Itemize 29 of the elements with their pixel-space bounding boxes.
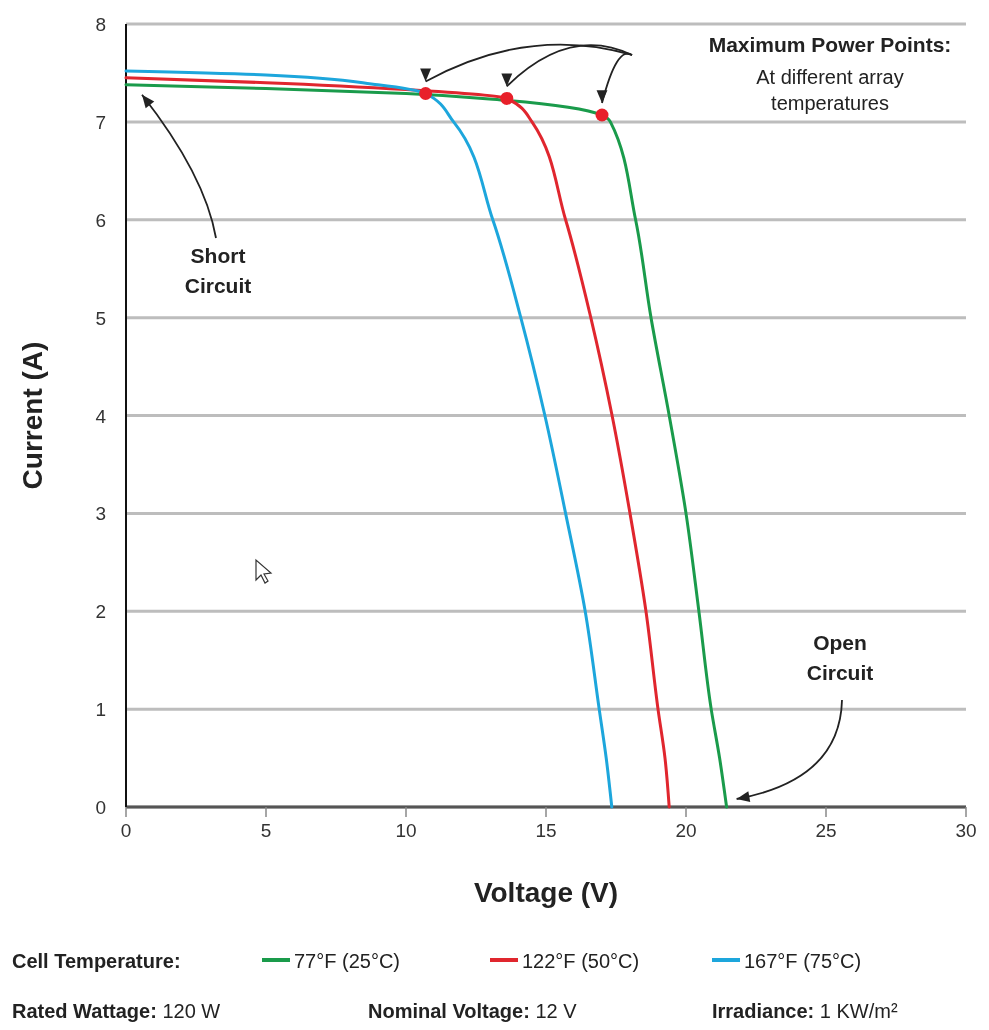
legend-label: 122°F (50°C) xyxy=(522,950,640,972)
x-tick-label: 0 xyxy=(120,820,132,841)
y-tick-label: 4 xyxy=(95,405,107,427)
y-tick-label: 6 xyxy=(95,209,106,231)
y-tick-label: 2 xyxy=(95,601,106,623)
y-axis-title: Current (A) xyxy=(17,341,48,490)
y-tick-label: 3 xyxy=(95,503,106,525)
x-tick-label: 15 xyxy=(535,820,557,841)
text: Nominal Voltage: 12 V xyxy=(368,1000,578,1022)
x-axis-title: Voltage (V) xyxy=(473,877,619,908)
annotation: Maximum Power Points: xyxy=(708,33,952,56)
x-tick-label: 25 xyxy=(815,820,837,841)
legend-label: 77°F (25°C) xyxy=(294,950,401,972)
annotation: Open Circuit xyxy=(806,631,874,684)
text: Rated Wattage: 120 W xyxy=(12,1000,221,1022)
x-tick-label: 10 xyxy=(395,820,417,841)
x-tick-label: 30 xyxy=(955,820,977,841)
legend-label: 167°F (75°C) xyxy=(744,950,862,972)
x-tick-label: 20 xyxy=(675,820,697,841)
y-tick-label: 1 xyxy=(95,699,106,721)
y-tick-label: 0 xyxy=(95,797,106,818)
annotation: At different array temperatures xyxy=(756,66,904,114)
annotation: Short Circuit xyxy=(184,244,252,297)
text: Irradiance: 1 KW/m² xyxy=(712,1000,898,1022)
legend-title: Cell Temperature: xyxy=(12,950,181,972)
y-tick-label: 7 xyxy=(95,111,106,133)
y-tick-label: 5 xyxy=(95,307,106,329)
x-tick-label: 5 xyxy=(260,820,272,841)
y-tick-label: 8 xyxy=(95,14,106,35)
